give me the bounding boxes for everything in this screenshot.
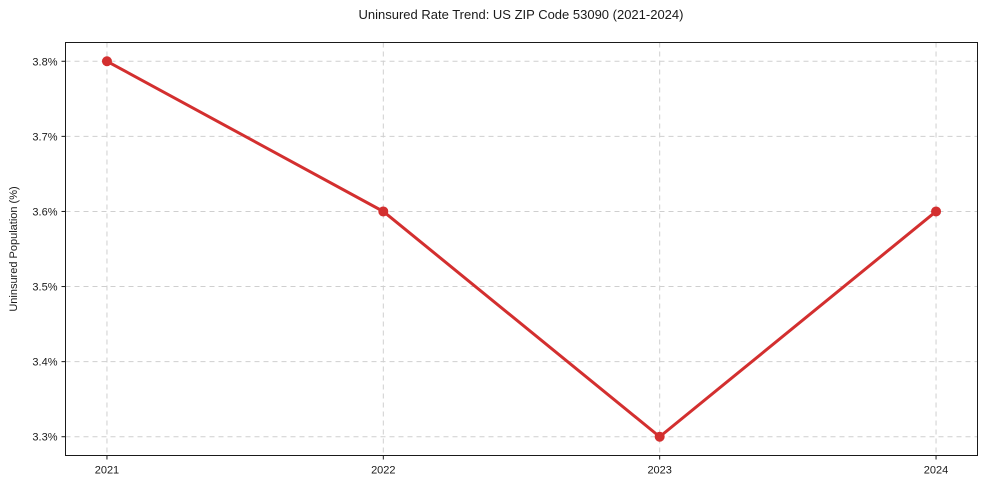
x-tick-label: 2023 [647, 465, 671, 477]
y-tick-label: 3.4% [32, 357, 57, 369]
x-tick-label: 2024 [924, 465, 948, 477]
y-tick-label: 3.7% [32, 131, 57, 143]
y-axis-label: Uninsured Population (%) [8, 186, 20, 312]
data-line [105, 59, 938, 439]
data-point-marker [378, 206, 389, 217]
data-point-marker [101, 56, 112, 67]
chart-title: Uninsured Rate Trend: US ZIP Code 53090 … [358, 7, 684, 22]
data-point-marker [931, 206, 942, 217]
x-tick-label: 2021 [95, 465, 119, 477]
y-tick-label: 3.6% [32, 206, 57, 218]
data-point-marker [654, 431, 665, 442]
y-tick-label: 3.8% [32, 56, 57, 68]
x-tick-label: 2022 [371, 465, 395, 477]
y-tick-label: 3.3% [32, 432, 57, 444]
y-tick-label: 3.5% [32, 282, 57, 294]
plot-border [65, 42, 978, 456]
